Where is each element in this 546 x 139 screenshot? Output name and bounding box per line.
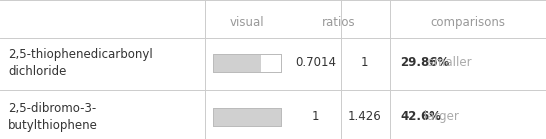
Text: 42.6%: 42.6% (400, 110, 441, 123)
Text: ratios: ratios (322, 16, 355, 29)
Text: 1.426: 1.426 (348, 110, 381, 123)
Bar (213, 108, 281, 126)
Text: visual: visual (230, 16, 264, 29)
Bar (213, 108, 281, 126)
Text: 1: 1 (312, 110, 319, 123)
Bar (213, 108, 281, 126)
Text: comparisons: comparisons (431, 16, 506, 29)
Text: 2,5-dibromo-3-
butylthiophene: 2,5-dibromo-3- butylthiophene (8, 102, 98, 132)
Bar (213, 54, 281, 72)
Text: 29.86%: 29.86% (400, 56, 449, 69)
Text: 1: 1 (361, 56, 368, 69)
Text: larger: larger (420, 110, 459, 123)
Text: 2,5-thiophenedicarbonyl
dichloride: 2,5-thiophenedicarbonyl dichloride (8, 48, 153, 78)
Text: 0.7014: 0.7014 (295, 56, 336, 69)
Bar (213, 54, 281, 72)
Text: smaller: smaller (424, 56, 471, 69)
Bar (213, 54, 261, 72)
